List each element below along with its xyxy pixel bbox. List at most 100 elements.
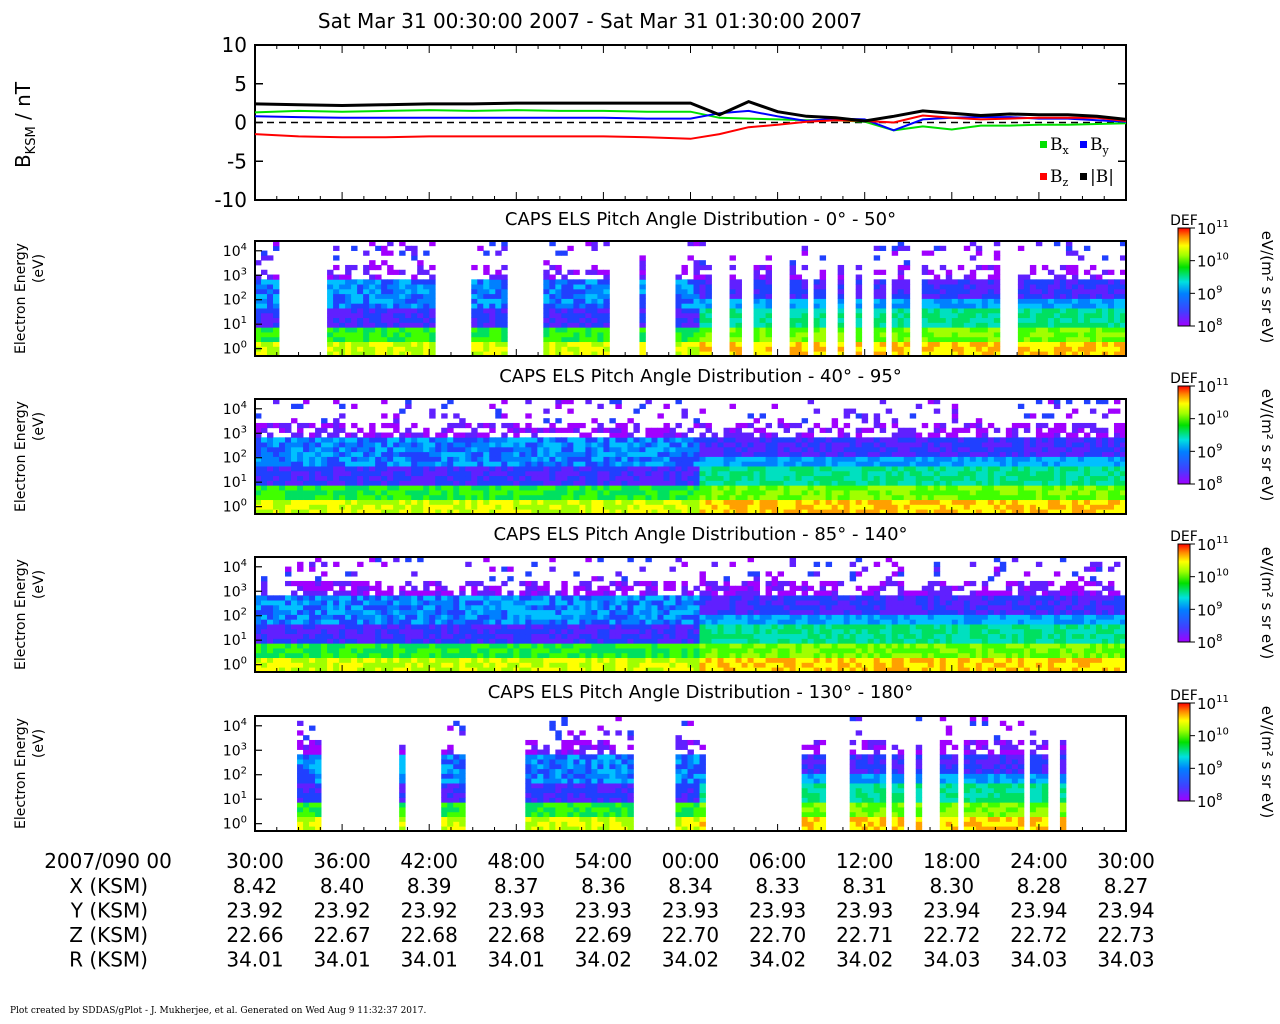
- spectrogram-cell: [1113, 288, 1121, 295]
- spectrogram-cell: [405, 298, 412, 304]
- spectrogram-cell: [603, 470, 610, 477]
- spectrogram-cell: [681, 269, 688, 275]
- spectrogram-cell: [591, 470, 598, 477]
- spectrogram-cell: [261, 595, 268, 601]
- spectrogram-cell: [1035, 312, 1043, 319]
- cbtick-exponent: 9: [1216, 284, 1222, 295]
- legend-label-3: |B|: [1090, 167, 1114, 187]
- spectrogram-cell: [603, 308, 610, 314]
- spectrogram-cell: [315, 585, 322, 591]
- spectrogram-cell: [891, 456, 899, 462]
- spectrogram-cell: [357, 317, 364, 323]
- spectrogram-cell: [1053, 274, 1061, 280]
- spectrogram-cell: [315, 628, 322, 635]
- spectrogram-cell: [987, 351, 995, 357]
- spectrogram-cell: [951, 298, 959, 304]
- spectrogram-cell: [1089, 284, 1097, 290]
- spectrogram-cell: [879, 341, 887, 347]
- spectrogram-cell: [657, 456, 664, 462]
- spectrogram-cell: [543, 351, 550, 357]
- spectrogram-cell: [471, 466, 478, 472]
- spectrogram-cell: [417, 475, 424, 481]
- spectrogram-cell: [333, 461, 340, 467]
- spectrogram-cell: [687, 322, 694, 328]
- spectrogram-cell: [729, 327, 736, 333]
- spectrogram-cell: [561, 470, 568, 477]
- spectrogram-cell: [309, 451, 316, 457]
- spectrogram-cell: [567, 499, 574, 505]
- spectrogram-cell: [351, 322, 358, 328]
- spectrogram-cell: [861, 470, 869, 477]
- spectrogram-cell: [1089, 442, 1097, 448]
- spectrogram-cell: [789, 509, 797, 515]
- spectrogram-cell: [303, 399, 310, 405]
- spectrogram-cell: [585, 490, 592, 496]
- spectrogram-cell: [921, 341, 929, 347]
- spectrogram-cell: [291, 595, 298, 601]
- spectrogram-cell: [393, 308, 400, 314]
- spectrogram-cell: [681, 317, 688, 323]
- spectrogram-cell: [903, 284, 911, 290]
- spectrogram-cell: [615, 470, 622, 477]
- spectrogram-cell: [381, 437, 388, 443]
- spectrogram-cell: [723, 446, 730, 453]
- spectrogram-cell: [1083, 351, 1091, 357]
- spectrogram-cell: [585, 327, 592, 333]
- spectrogram-cell: [279, 494, 286, 501]
- spectrogram-cell: [669, 456, 676, 462]
- spectrogram-cell: [405, 437, 412, 443]
- spectrogram-cell: [1059, 298, 1067, 304]
- spectrogram-cell: [405, 432, 412, 438]
- spectrogram-cell: [657, 466, 664, 472]
- spectrogram-cell: [1077, 351, 1085, 357]
- spectrogram-cell: [357, 336, 364, 343]
- spectrogram-cell: [1059, 437, 1067, 443]
- spectrogram-cell: [501, 456, 508, 462]
- spectrogram-cell: [903, 322, 911, 328]
- spectrogram-cell: [729, 264, 736, 271]
- spectrogram-cell: [681, 308, 688, 314]
- spectrogram-cell: [801, 308, 809, 314]
- spectrogram-cells: [255, 399, 1127, 515]
- spectrogram-cell: [729, 312, 736, 319]
- spectrogram-cell: [297, 422, 304, 429]
- spectrogram-cell: [879, 346, 887, 352]
- spectrogram-cell: [909, 456, 917, 462]
- spectrogram-cell: [447, 427, 454, 433]
- spectrogram-cell: [639, 466, 646, 472]
- spectrogram-cell: [321, 494, 328, 501]
- spectrogram-cell: [489, 466, 496, 472]
- spectrogram-cell: [951, 284, 959, 290]
- spectrogram-cell: [1071, 308, 1079, 314]
- spectrogram-cell: [603, 284, 610, 290]
- spectrogram-cell: [321, 619, 328, 625]
- spectrogram-cell: [579, 466, 586, 472]
- spectrogram-cell: [807, 399, 815, 405]
- spectrogram-cell: [843, 446, 851, 453]
- spectrogram-cell: [747, 470, 754, 477]
- spectrogram-cell: [1029, 336, 1037, 343]
- spectrogram-cell: [321, 475, 328, 481]
- spectrogram-cell: [927, 432, 935, 438]
- spectrogram-cell: [417, 461, 424, 467]
- spectrogram-cell: [855, 317, 863, 323]
- spectrogram-cell: [255, 490, 262, 496]
- spectrogram-cell: [261, 648, 268, 654]
- spectrogram-cell: [897, 446, 905, 453]
- spectrogram-cell: [327, 638, 334, 644]
- spectrogram-cell: [741, 470, 748, 477]
- spectrogram-cell: [345, 332, 352, 338]
- spectrogram-cell: [855, 336, 863, 343]
- spectrogram-cell: [351, 494, 358, 501]
- spectrogram-cell: [333, 638, 340, 644]
- spectrogram-cell: [399, 442, 406, 448]
- spectrogram-cell: [477, 293, 484, 299]
- spectrogram-cell: [303, 652, 310, 659]
- spectrogram-cell: [669, 504, 676, 510]
- spectrogram-cell: [1065, 279, 1073, 285]
- spectrogram-cell: [981, 456, 989, 462]
- spectrogram-cell: [495, 322, 502, 328]
- spectrogram-cell: [489, 461, 496, 467]
- spectrogram-cell: [759, 308, 766, 314]
- spectrogram-cell: [477, 284, 484, 290]
